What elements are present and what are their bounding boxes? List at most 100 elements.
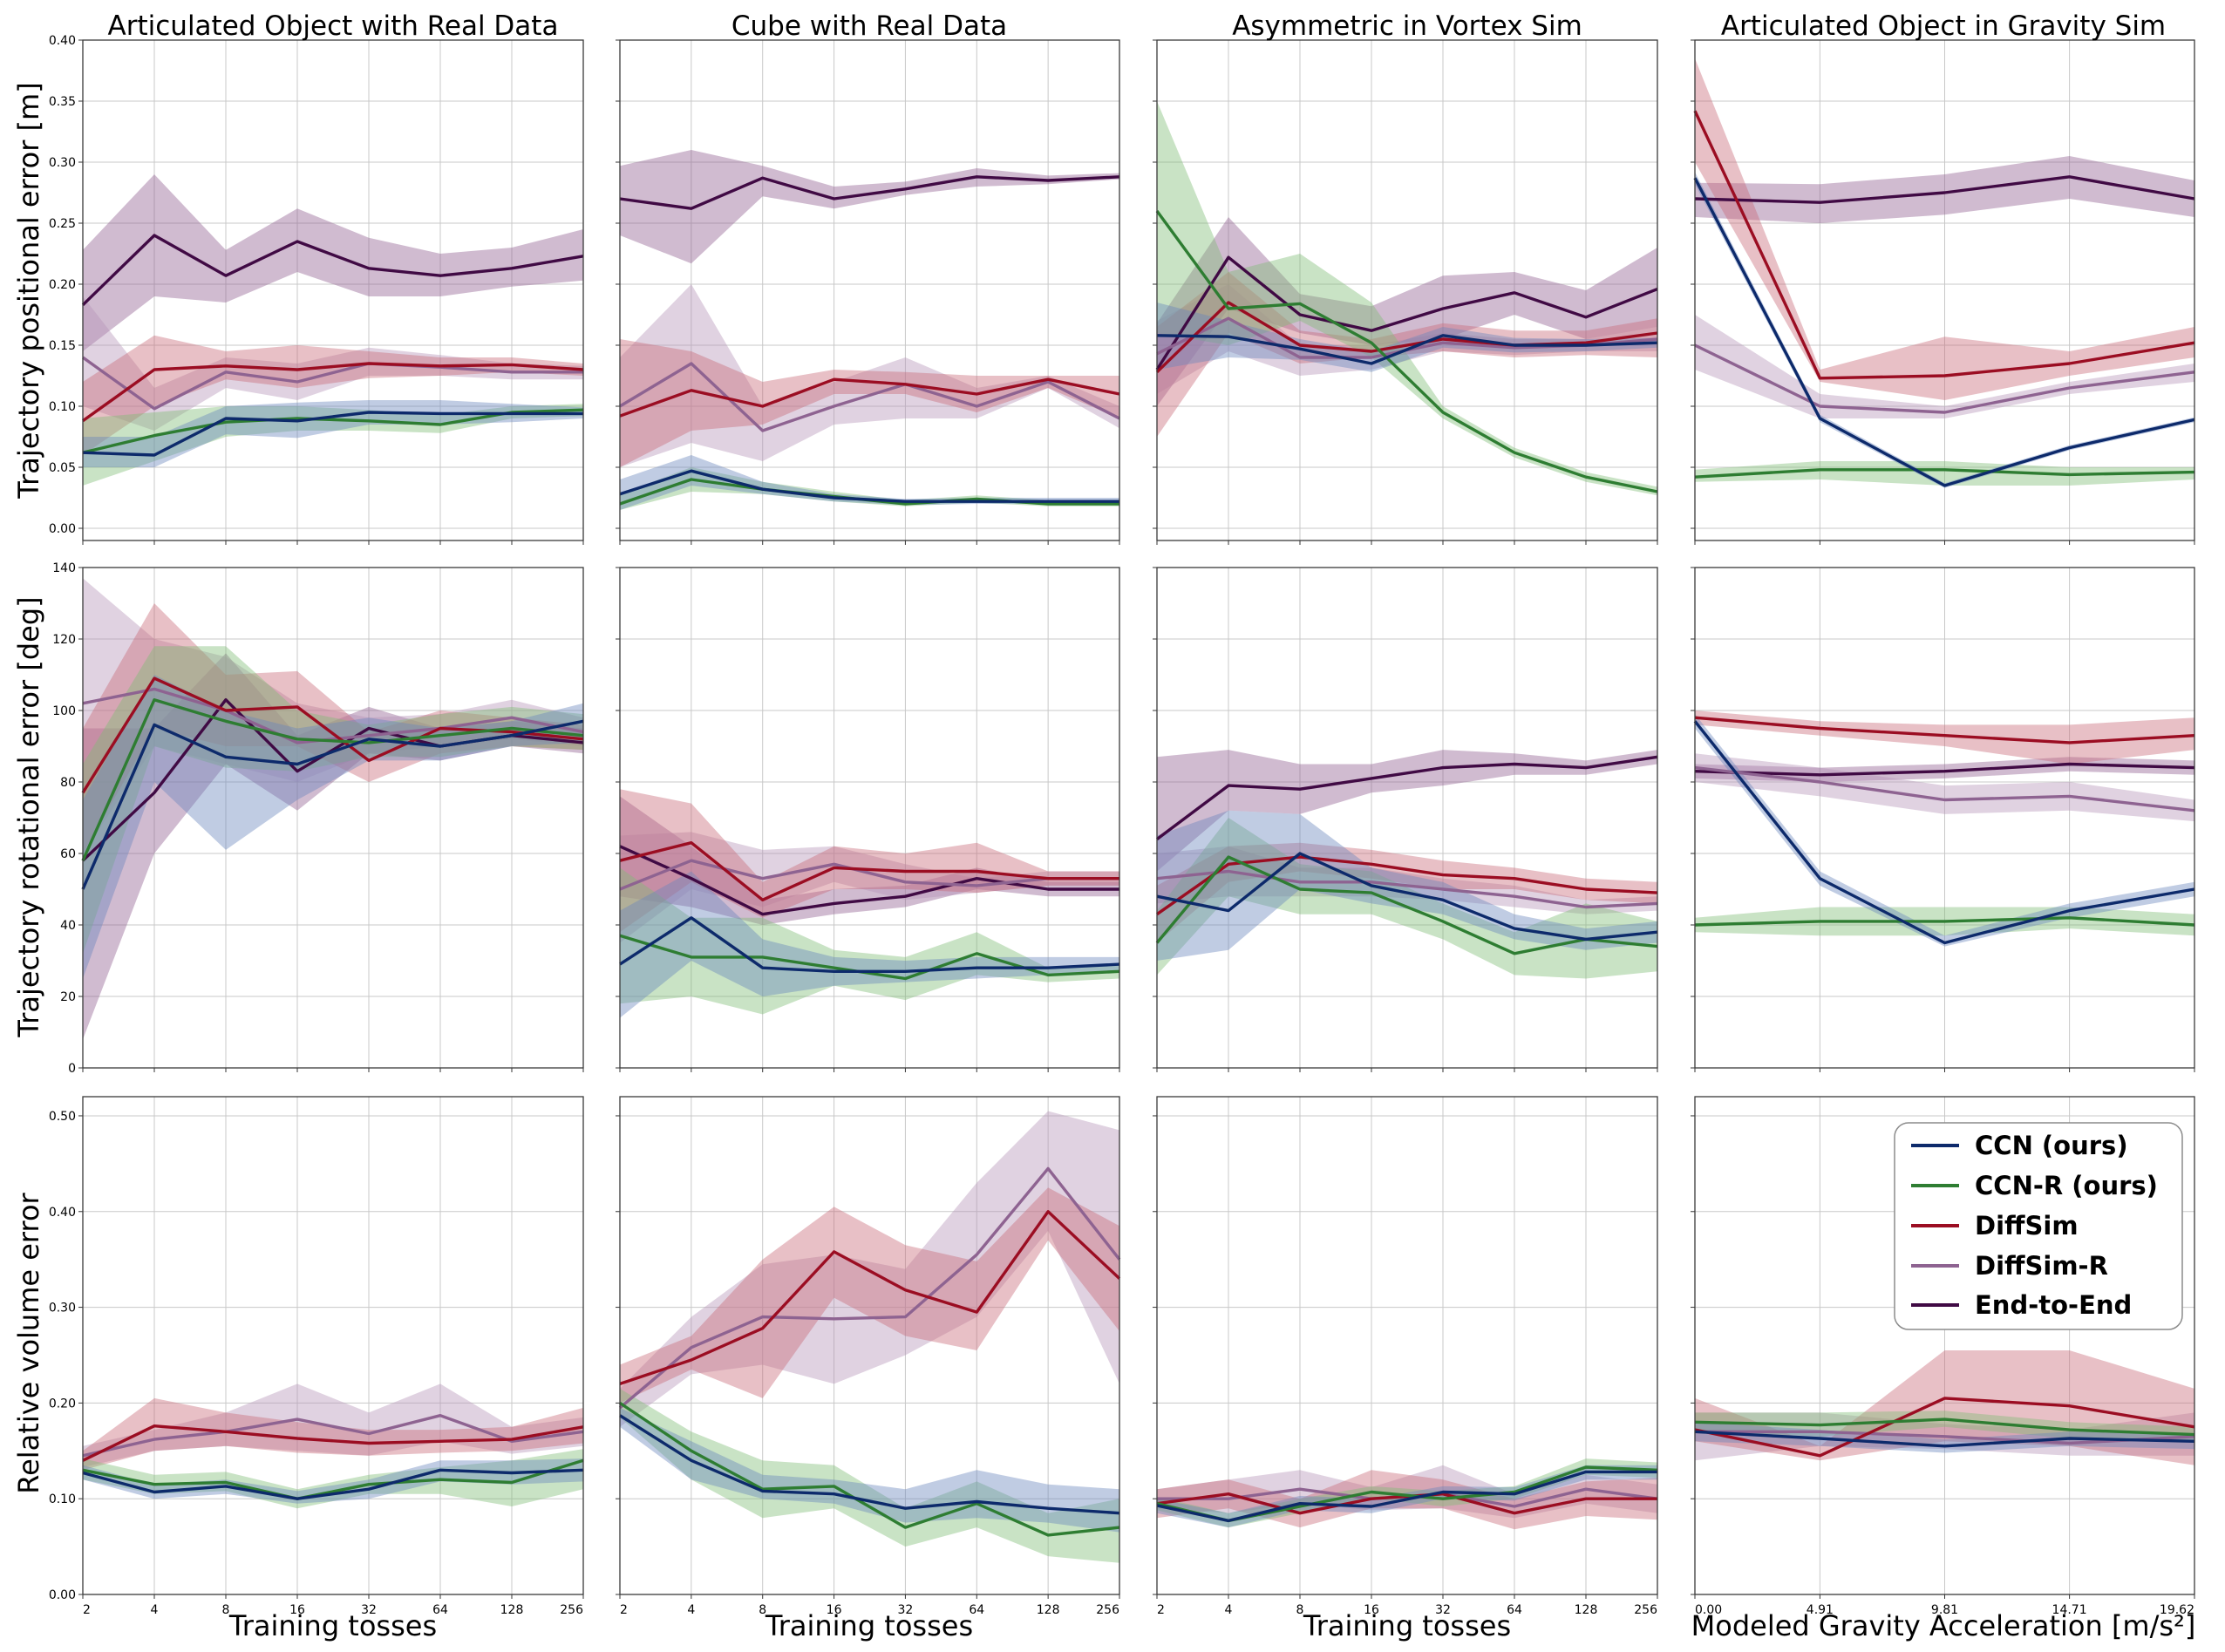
panel-r3c2: 2 4 8 16 32 64 128 256 bbox=[616, 1096, 1121, 1617]
xtick-label-r3c2: 32 bbox=[898, 1603, 914, 1617]
line-ccn-r-r3c4 bbox=[1694, 1417, 2195, 1437]
ytick-label-r2c1: 60 bbox=[60, 847, 76, 861]
line-diffsim-r-r1c1 bbox=[82, 356, 583, 411]
band-diffsim-r-r1c2 bbox=[620, 284, 1119, 467]
axes-frame-r3c4 bbox=[1694, 1096, 2195, 1595]
band-diffsim-r-r3c2 bbox=[620, 1111, 1119, 1427]
band-diffsim-r-r2c1 bbox=[83, 578, 583, 853]
line-diffsim-r-r3c2 bbox=[618, 1166, 1121, 1410]
line-diffsim-r3c1 bbox=[82, 1424, 584, 1462]
panel-r1c1: 0.00 0.05 0.10 0.15 0.20 0.25 0.30 0.35 0.40 bbox=[49, 34, 584, 545]
panel-r1c4 bbox=[1691, 39, 2195, 545]
line-end-to-end-r2c4 bbox=[1694, 762, 2195, 777]
line-ccn-r-r1c3 bbox=[1155, 209, 1658, 493]
ytick-label-r3c1: 0.10 bbox=[49, 1492, 76, 1506]
ytick-label-r3c1: 0.30 bbox=[49, 1302, 76, 1315]
line-ccn-r1c2 bbox=[619, 469, 1119, 503]
line-diffsim-r2c2 bbox=[619, 841, 1119, 902]
band-diffsim-r-r2c3 bbox=[1157, 846, 1657, 914]
ytick-label-r1c1: 0.15 bbox=[49, 339, 76, 353]
panel-r2c4 bbox=[1691, 567, 2195, 1072]
panels-layer: 0.00 0.05 0.10 0.15 0.20 0.25 0.30 0.35 0.40 0 20 4… bbox=[49, 34, 2195, 1617]
xtick-label-r3c4: 19.62 bbox=[2160, 1603, 2194, 1617]
xtick-label-r3c2: 2 bbox=[620, 1603, 628, 1617]
xtick-label-r3c3: 8 bbox=[1296, 1603, 1304, 1617]
band-diffsim-r-r1c1 bbox=[83, 296, 583, 431]
band-ccn-r-r1c3 bbox=[1157, 101, 1657, 496]
line-diffsim-r1c1 bbox=[82, 362, 584, 423]
line-diffsim-r3c2 bbox=[619, 1210, 1121, 1386]
band-ccn-r2c2 bbox=[620, 871, 1119, 1018]
ytick-label-r2c1: 0 bbox=[68, 1062, 76, 1076]
axes-frame-r3c2 bbox=[619, 1096, 1120, 1595]
axes-frame-r1c3 bbox=[1156, 39, 1658, 541]
legend-label-diffsim: DiffSim bbox=[1975, 1211, 2079, 1241]
panel-r2c3 bbox=[1153, 567, 1658, 1072]
band-diffsim-r2c1 bbox=[83, 603, 583, 853]
ytick-label-r2c1: 40 bbox=[60, 919, 76, 933]
axes-frame-r2c4 bbox=[1694, 567, 2195, 1069]
col-title-2: Cube with Real Data bbox=[731, 10, 1007, 42]
line-ccn-r3c1 bbox=[82, 1468, 584, 1500]
ytick-label-r2c1: 120 bbox=[52, 633, 76, 647]
row-ylabel-2: Trajectory rotational error [deg] bbox=[12, 596, 45, 1037]
line-ccn-r3c3 bbox=[1156, 1470, 1657, 1523]
col-title-4: Articulated Object in Gravity Sim bbox=[1721, 10, 2166, 42]
ytick-label-r2c1: 80 bbox=[60, 776, 76, 790]
line-ccn-r-r2c3 bbox=[1155, 855, 1658, 955]
xtick-label-r3c4: 4.91 bbox=[1807, 1603, 1834, 1617]
ytick-label-r1c1: 0.40 bbox=[49, 34, 76, 48]
band-end-to-end-r1c4 bbox=[1695, 156, 2194, 223]
x-axis-label-4: Modeled Gravity Acceleration [m/s²] bbox=[1691, 1609, 2196, 1642]
band-diffsim-r1c2 bbox=[620, 339, 1119, 467]
band-ccn-r-r1c4 bbox=[1695, 461, 2194, 486]
band-diffsim-r-r1c3 bbox=[1157, 284, 1657, 394]
band-diffsim-r3c2 bbox=[620, 1187, 1119, 1404]
xtick-label-r3c1: 2 bbox=[83, 1603, 91, 1617]
xtick-label-r3c3: 128 bbox=[1575, 1603, 1598, 1617]
axes-frame-r2c2 bbox=[619, 567, 1120, 1069]
xtick-label-r3c3: 2 bbox=[1157, 1603, 1165, 1617]
panel-r3c3: 2 4 8 16 32 64 128 256 bbox=[1153, 1096, 1658, 1617]
xtick-label-r3c3: 4 bbox=[1225, 1603, 1233, 1617]
axes-frame-r2c1 bbox=[82, 567, 584, 1069]
xtick-label-r3c3: 256 bbox=[1634, 1603, 1657, 1617]
xtick-label-r3c3: 64 bbox=[1507, 1603, 1522, 1617]
line-ccn-r1c1 bbox=[82, 411, 583, 457]
band-diffsim-r2c4 bbox=[1695, 710, 2194, 765]
line-end-to-end-r2c3 bbox=[1155, 755, 1658, 840]
ytick-label-r1c1: 0.00 bbox=[49, 522, 76, 536]
ytick-label-r1c1: 0.10 bbox=[49, 400, 76, 414]
xtick-label-r3c2: 4 bbox=[687, 1603, 695, 1617]
band-ccn-r-r3c1 bbox=[83, 1449, 583, 1509]
line-ccn-r2c3 bbox=[1156, 852, 1658, 942]
band-end-to-end-r2c3 bbox=[1157, 750, 1657, 872]
band-end-to-end-r1c3 bbox=[1157, 217, 1657, 406]
line-diffsim-r1c3 bbox=[1155, 301, 1658, 374]
band-ccn-r-r3c2 bbox=[620, 1388, 1119, 1563]
ytick-label-r3c1: 0.50 bbox=[49, 1110, 76, 1124]
band-end-to-end-r1c1 bbox=[83, 174, 583, 351]
line-ccn-r-r2c1 bbox=[81, 698, 584, 861]
panel-r2c1: 0 20 40 60 80 100 120 140 bbox=[52, 561, 584, 1076]
ytick-label-r2c1: 100 bbox=[52, 704, 76, 718]
ytick-label-r2c1: 140 bbox=[52, 561, 76, 575]
ytick-label-r1c1: 0.35 bbox=[49, 95, 76, 109]
line-diffsim-r2c1 bbox=[81, 676, 584, 794]
xtick-label-r3c2: 128 bbox=[1037, 1603, 1060, 1617]
line-end-to-end-r2c2 bbox=[619, 845, 1119, 916]
band-diffsim-r-r2c4 bbox=[1695, 753, 2194, 822]
line-ccn-r-r3c2 bbox=[619, 1401, 1120, 1537]
xtick-label-r3c1: 32 bbox=[361, 1603, 377, 1617]
xtick-label-r3c4: 0.00 bbox=[1695, 1603, 1722, 1617]
xtick-label-r3c4: 14.71 bbox=[2052, 1603, 2087, 1617]
line-diffsim-r2c4 bbox=[1694, 716, 2195, 744]
line-ccn-r-r3c1 bbox=[82, 1458, 584, 1500]
band-ccn-r-r3c4 bbox=[1695, 1411, 2194, 1442]
xtick-label-r3c1: 8 bbox=[222, 1603, 230, 1617]
line-end-to-end-r1c4 bbox=[1694, 175, 2195, 204]
line-diffsim-r-r1c2 bbox=[619, 362, 1120, 432]
band-diffsim-r-r2c2 bbox=[620, 832, 1119, 943]
band-diffsim-r-r3c3 bbox=[1157, 1465, 1657, 1519]
